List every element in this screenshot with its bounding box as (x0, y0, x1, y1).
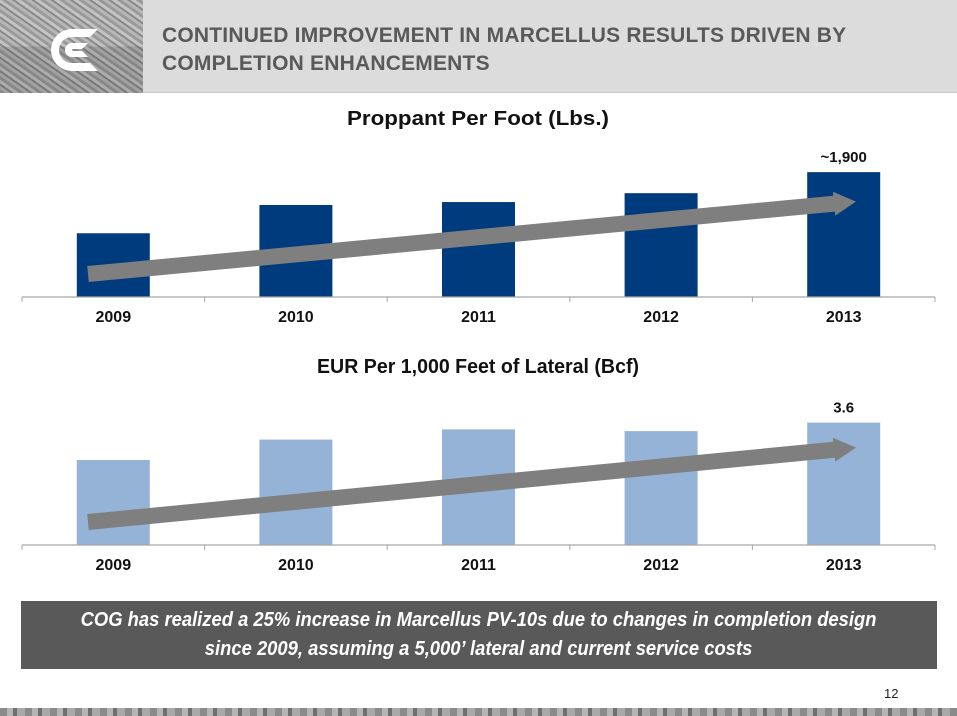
slide-header: CONTINUED IMPROVEMENT IN MARCELLUS RESUL… (0, 0, 957, 93)
x-tick-label: 2011 (461, 309, 496, 326)
bar-2011 (442, 202, 515, 297)
data-label: ~1,900 (821, 149, 867, 166)
chart-title: Proppant Per Foot (Lbs.) (347, 108, 609, 130)
data-label: 3.6 (833, 400, 854, 417)
trend-arrow-icon (87, 437, 856, 530)
x-tick-label: 2013 (826, 309, 862, 326)
title-line-1: CONTINUED IMPROVEMENT IN MARCELLUS RESUL… (162, 24, 847, 47)
bar-2012 (624, 193, 698, 297)
x-tick-label: 2012 (643, 557, 679, 574)
bar-2013 (807, 422, 881, 545)
callout-line-1: COG has realized a 25% increase in Marce… (81, 609, 877, 631)
bar-2013 (807, 172, 881, 297)
callout-line-2: since 2009, assuming a 5,000’ lateral an… (205, 638, 753, 660)
callout-box: COG has realized a 25% increase in Marce… (21, 601, 937, 669)
header-divider (143, 92, 957, 93)
x-tick-label: 2011 (461, 557, 496, 574)
eur-chart: EUR Per 1,000 Feet of Lateral (Bcf) 2009 2… (21, 356, 936, 574)
x-tick-label: 2012 (643, 309, 679, 326)
x-tick-label: 2009 (96, 557, 132, 574)
chart-title: EUR Per 1,000 Feet of Lateral (Bcf) (317, 356, 639, 378)
page-number: 12 (884, 686, 899, 701)
slide-title: CONTINUED IMPROVEMENT IN MARCELLUS RESUL… (162, 22, 952, 78)
title-line-2: COMPLETION ENHANCEMENTS (162, 52, 490, 75)
x-tick-label: 2013 (826, 557, 862, 574)
bar-2009 (76, 460, 150, 545)
cabot-c-logo-icon (51, 29, 98, 71)
proppant-chart: Proppant Per Foot (Lbs.) 2009 2010 2011 2012… (21, 108, 936, 326)
bar-2012 (624, 431, 698, 545)
x-tick-label: 2010 (278, 557, 314, 574)
footer-rock-texture (0, 708, 957, 716)
x-tick-label: 2010 (278, 309, 314, 326)
trend-arrow-icon (87, 191, 856, 282)
x-tick-label: 2009 (96, 309, 132, 326)
